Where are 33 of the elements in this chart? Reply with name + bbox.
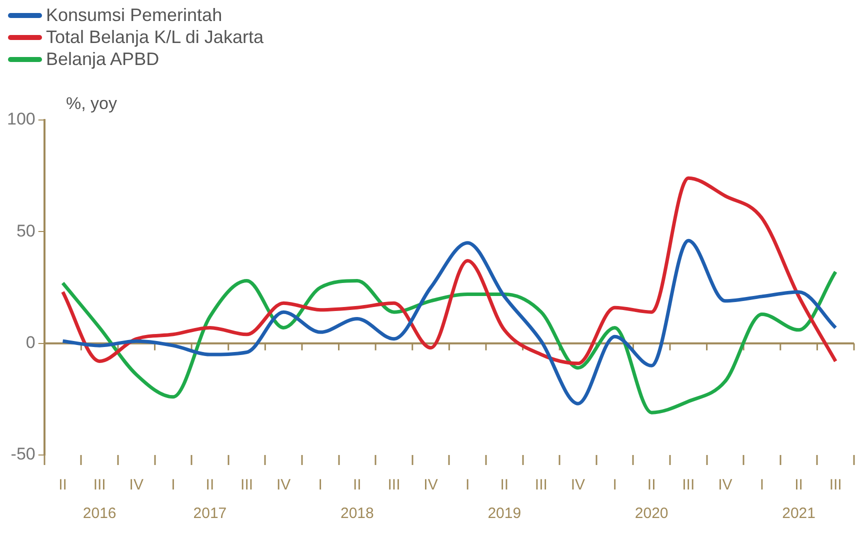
x-tick-label: I xyxy=(612,476,617,494)
x-tick-label: IV xyxy=(424,476,438,494)
x-tick-label: III xyxy=(388,476,400,494)
y-tick-label: 100 xyxy=(6,110,36,129)
x-tick-label: I xyxy=(171,476,176,494)
x-tick-label: III xyxy=(829,476,842,494)
y-tick-label: 0 xyxy=(26,333,36,352)
y-tick-label: 50 xyxy=(16,221,36,240)
x-tick-label: I xyxy=(760,476,764,494)
x-tick-label: III xyxy=(534,476,548,494)
x-tick-label: II 2020 xyxy=(634,476,668,522)
legend-label: Total Belanja K/L di Jakarta xyxy=(46,26,264,48)
x-tick-label: I xyxy=(318,476,322,494)
x-tick-label: III 2016 xyxy=(82,476,116,522)
x-tick-label: IV xyxy=(718,476,732,494)
line-series xyxy=(61,238,838,406)
x-tick-label: III xyxy=(682,476,695,494)
x-tick-label: IV xyxy=(129,476,144,494)
legend-label: Belanja APBD xyxy=(46,48,160,70)
x-tick-label: IV xyxy=(276,476,291,494)
y-tick-label: -50 xyxy=(10,444,36,464)
x-tick-label: II 2017 xyxy=(193,476,227,522)
legend-label: Konsumsi Pemerintah xyxy=(46,4,222,26)
x-tick-label: IV xyxy=(570,476,586,494)
line-series xyxy=(61,270,838,414)
line-series xyxy=(61,176,838,366)
x-tick-label: II 2021 xyxy=(782,476,816,522)
x-tick-label: I xyxy=(465,476,470,494)
y-axis-title: %, yoy xyxy=(66,94,118,114)
x-tick-label: II 2019 xyxy=(488,476,522,522)
x-tick-label: II xyxy=(58,476,67,494)
x-tick-label: III xyxy=(240,476,254,494)
x-tick-label: II 2018 xyxy=(340,476,374,522)
